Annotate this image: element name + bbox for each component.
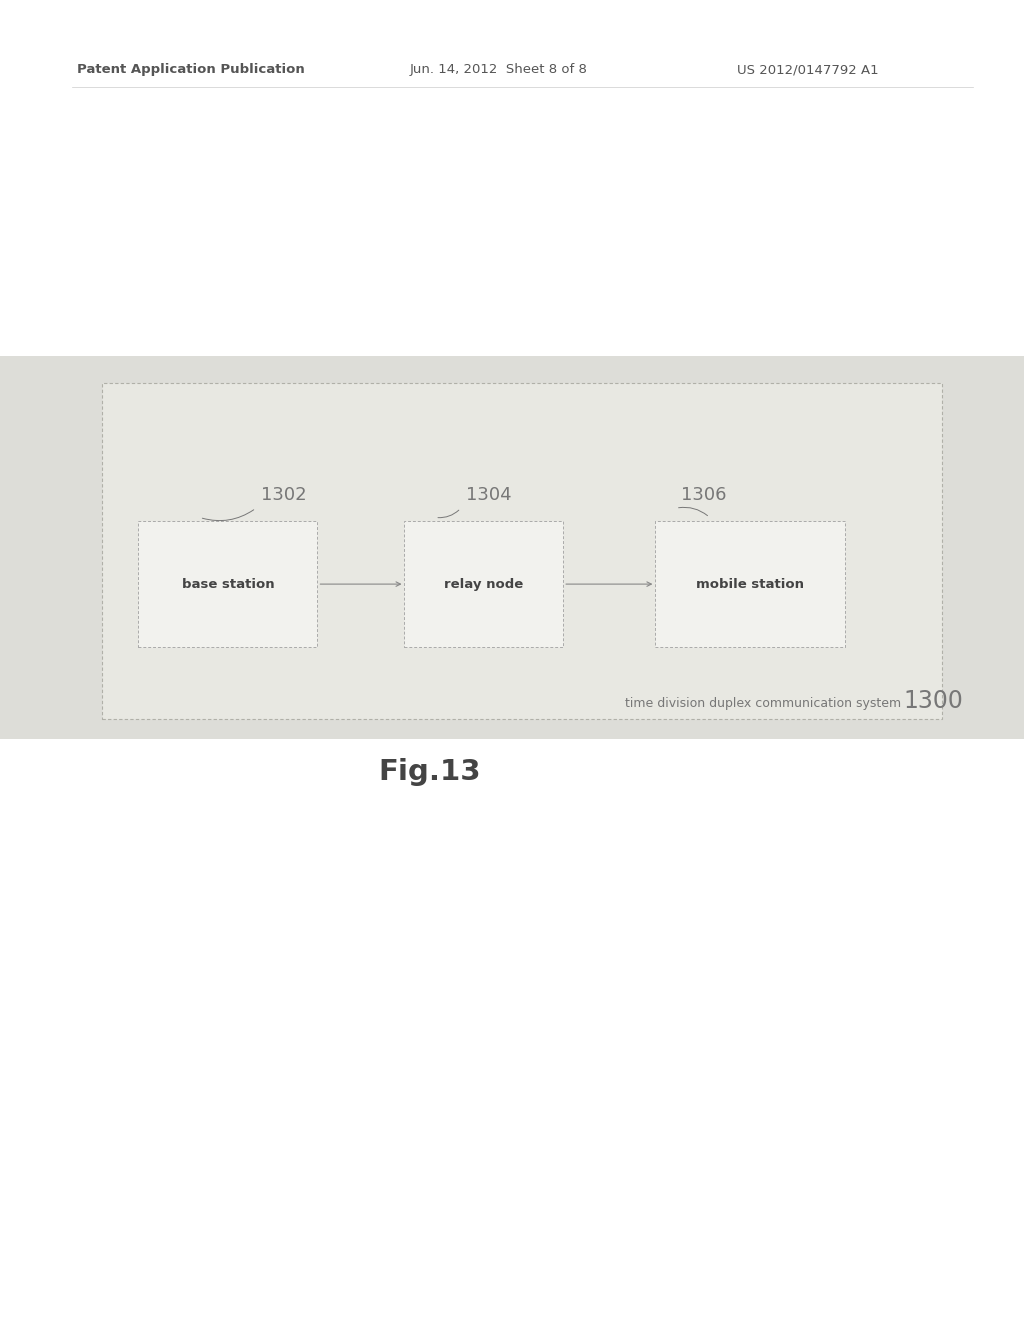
Text: 1300: 1300 xyxy=(903,689,963,713)
Text: 1304: 1304 xyxy=(466,486,512,504)
Text: Patent Application Publication: Patent Application Publication xyxy=(77,63,304,77)
Text: Jun. 14, 2012  Sheet 8 of 8: Jun. 14, 2012 Sheet 8 of 8 xyxy=(410,63,588,77)
Bar xyxy=(655,521,845,647)
Text: 1306: 1306 xyxy=(681,486,726,504)
Bar xyxy=(102,383,942,719)
Bar xyxy=(138,521,317,647)
Bar xyxy=(0,356,1024,739)
Text: mobile station: mobile station xyxy=(696,578,804,590)
Text: Fig.13: Fig.13 xyxy=(379,758,481,787)
Text: time division duplex communication system: time division duplex communication syste… xyxy=(625,697,901,710)
Text: relay node: relay node xyxy=(444,578,523,590)
Bar xyxy=(404,521,563,647)
Text: 1302: 1302 xyxy=(261,486,307,504)
Text: US 2012/0147792 A1: US 2012/0147792 A1 xyxy=(737,63,879,77)
Text: base station: base station xyxy=(181,578,274,590)
